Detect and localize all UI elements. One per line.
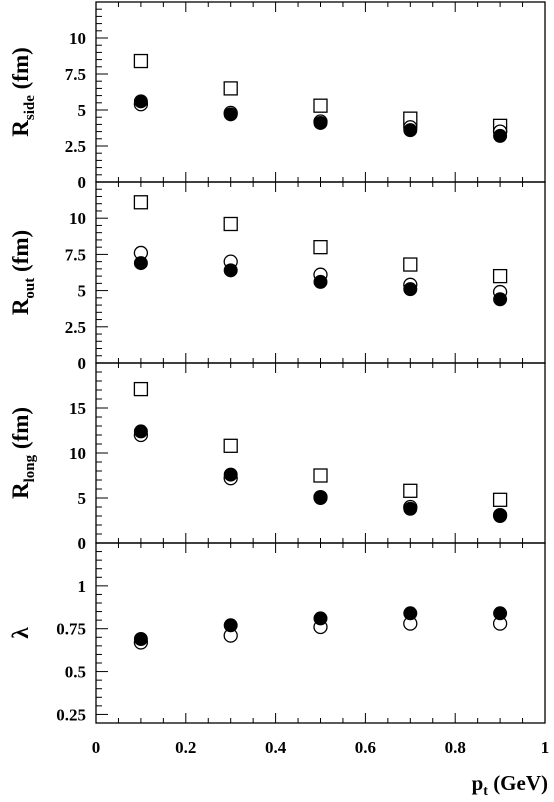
panel-3-ytick-label: 15 [69, 399, 86, 418]
panel-2-series-1-point [223, 216, 238, 232]
xtick-label: 0.6 [355, 738, 376, 757]
panel-1-ylabel: Rside (fm) [8, 47, 38, 137]
panel-3-ylabel: Rlong (fm) [8, 407, 38, 499]
panel-2-series-3-point [493, 292, 508, 307]
panel-4-series-2-point [403, 606, 418, 621]
x-axis-label: pt (GeV) [472, 771, 548, 799]
panel-2-ytick-label: 5 [78, 282, 87, 301]
xtick-label: 1 [541, 738, 550, 757]
panel-3-series-3-point [493, 509, 508, 523]
panel-4-series-2-point [493, 606, 508, 621]
panel-3-series-3-point [313, 491, 328, 505]
panel-4: 0.25 0.5 0.75 1 λ [8, 542, 546, 724]
panel-2-series-3-point [223, 263, 238, 278]
panel-1-frame [95, 1, 546, 183]
panel-2-ytick-label: 7.5 [65, 245, 86, 264]
panel-3-series-3-point [403, 501, 418, 516]
xtick-label: 0.2 [175, 738, 196, 757]
panel-1-ytick-label: 10 [69, 29, 86, 48]
panel-4-series-2-point [313, 611, 328, 626]
panel-3-series-1-point [403, 483, 418, 498]
panel-3-series-1-point [223, 438, 238, 453]
panel-2: 0 2.5 5 7.5 10 Rout (fm) [8, 181, 546, 373]
panel-2-ylabel: Rout (fm) [8, 230, 38, 315]
panel-1-ytick-label: 2.5 [65, 137, 86, 156]
panel-2-ytick-label: 0 [78, 354, 87, 373]
panel-1-ytick-label: 5 [78, 101, 87, 120]
panel-4-ylabel: λ [8, 627, 33, 639]
panel-1: 0 2.5 5 7.5 10 Rside (fm) [8, 1, 546, 192]
panel-1-series-3-point [133, 94, 148, 109]
panel-3-series-1-point [133, 381, 149, 397]
panel-2-series-1-point [403, 257, 418, 272]
panel-2-ytick-label: 10 [69, 209, 86, 228]
panel-3: 0 5 10 15 Rlong (fm) [8, 362, 546, 553]
panel-2-series-3-point [313, 274, 328, 289]
panel-2-series-1-point [133, 195, 149, 210]
panel-1-series-1-point [133, 53, 149, 69]
panel-1-series-3-point [313, 115, 328, 130]
panel-3-ytick-label: 5 [78, 489, 87, 508]
xtick-label: 0 [92, 738, 101, 757]
panel-3-series-3-point [223, 467, 238, 482]
panel-3-frame [95, 362, 546, 544]
panel-1-series-3-point [493, 128, 508, 143]
panel-3-ytick-label: 0 [78, 534, 87, 553]
panel-2-ytick-label: 2.5 [65, 318, 86, 337]
panel-4-ytick-label: 1 [78, 577, 87, 596]
panel-3-series-3-point [133, 424, 148, 439]
panel-2-series-3-point [403, 282, 418, 297]
panel-1-series-1-point [313, 98, 328, 113]
panel-2-series-1-point [492, 268, 508, 284]
panel-2-series-3-point [133, 256, 148, 271]
panel-1-series-1-point [223, 81, 238, 96]
panel-1-ytick-label: 0 [78, 173, 87, 192]
panel-1-ytick-label: 7.5 [65, 65, 86, 84]
panel-4-series-2-point [223, 618, 238, 633]
panel-1-series-3-point [403, 123, 418, 138]
panel-4-ytick-label: 0.25 [56, 705, 86, 724]
panel-4-series-2-point [133, 632, 148, 646]
panel-3-series-1-point [313, 468, 328, 483]
panel-3-series-1-point [492, 492, 508, 507]
panel-3-ytick-label: 10 [69, 444, 86, 463]
panel-4-ytick-label: 0.75 [56, 620, 86, 639]
panel-4-ytick-label: 0.5 [65, 663, 86, 682]
xtick-label: 0.4 [265, 738, 287, 757]
panel-2-series-1-point [313, 240, 328, 255]
xtick-label: 0.8 [445, 738, 466, 757]
panel-1-series-3-point [223, 107, 238, 122]
